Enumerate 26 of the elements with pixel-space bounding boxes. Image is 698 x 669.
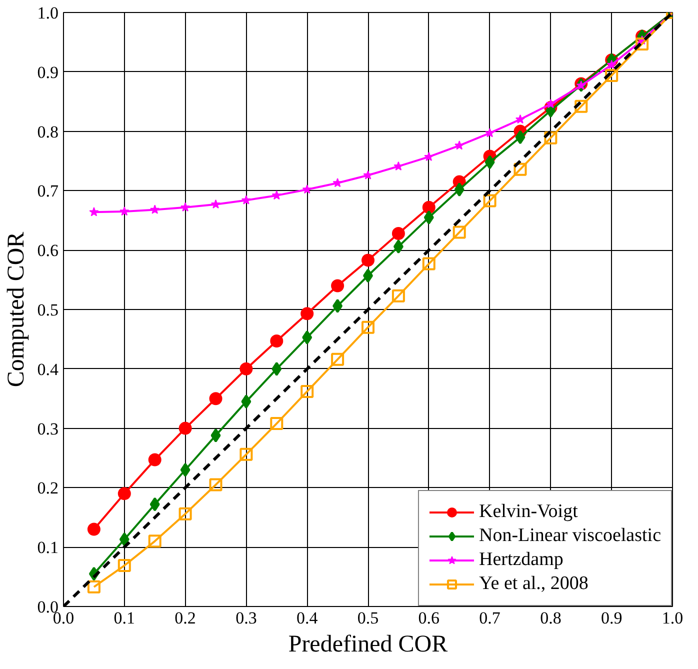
legend-label: Non-Linear viscoelastic (478, 525, 661, 547)
x-axis-title: Predefined COR (288, 632, 448, 658)
x-tick-label: 0.3 (236, 608, 257, 628)
legend-label: Ye et al., 2008 (478, 573, 588, 595)
y-tick-label: 0.1 (37, 538, 58, 558)
y-tick-label: 0.7 (37, 182, 59, 201)
y-axis-title: Computed COR (3, 232, 30, 388)
y-tick-label: 0.6 (37, 241, 58, 260)
y-tick-label: 0.5 (37, 300, 58, 320)
y-tick-label: 0.9 (37, 62, 58, 82)
x-tick-label: 0.1 (114, 608, 136, 628)
x-tick-label: 0.4 (296, 608, 318, 628)
x-tick-label: 0.5 (357, 608, 379, 628)
y-tick-label: 0.2 (37, 478, 58, 498)
x-tick-label: 0.6 (418, 608, 440, 628)
legend-label: Kelvin-Voigt (478, 501, 578, 523)
x-tick-label: 1.0 (662, 608, 684, 628)
y-tick-label: 0.4 (37, 360, 59, 379)
x-tick-label: 0.8 (540, 608, 562, 628)
y-tick-label: 0.3 (37, 419, 58, 438)
legend-label: Hertzdamp (478, 549, 564, 571)
x-tick-label: 0.7 (479, 608, 501, 628)
x-tick-label: 0.2 (174, 608, 196, 628)
y-tick-label: 1.0 (37, 4, 58, 22)
x-tick-label: 0.9 (600, 608, 622, 628)
y-tick-label: 0.8 (37, 122, 58, 142)
